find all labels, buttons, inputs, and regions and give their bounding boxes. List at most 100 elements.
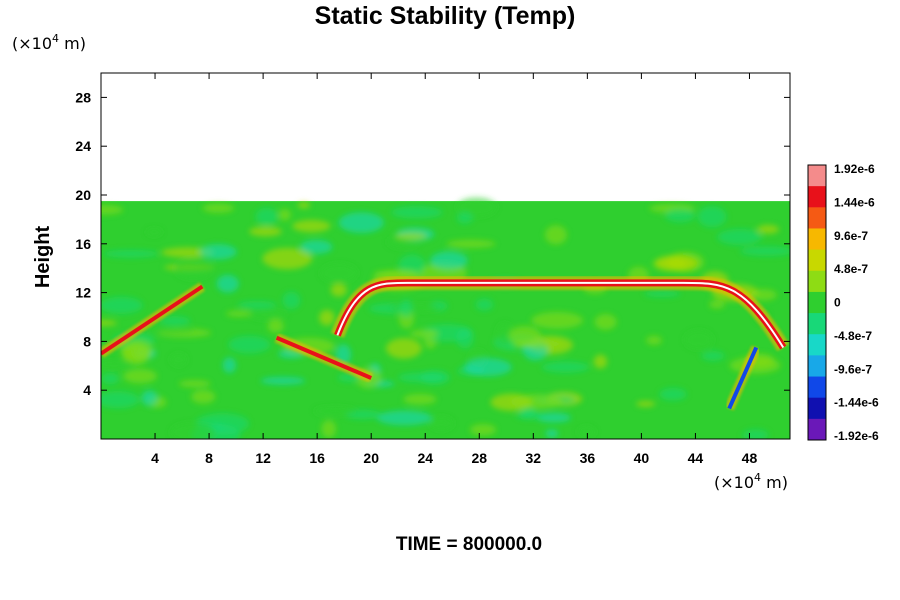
- texture-blob: [262, 247, 313, 270]
- x-tick-label: 20: [363, 450, 379, 466]
- x-tick-label: 8: [205, 450, 213, 466]
- colorbar-swatch: [808, 418, 826, 441]
- texture-blob: [330, 283, 347, 297]
- texture-blob: [282, 291, 301, 310]
- texture-blob: [398, 254, 426, 276]
- texture-blob: [469, 423, 497, 436]
- texture-blob: [216, 274, 239, 293]
- y-axis: 4 8 12 16 20 24 28: [75, 89, 790, 398]
- texture-blob: [429, 416, 454, 431]
- texture-blob: [319, 309, 335, 326]
- colorbar-swatch: [808, 207, 826, 229]
- texture-blob: [178, 379, 211, 388]
- x-tick-label: 40: [634, 450, 650, 466]
- colorbar-label: -1.92e-6: [834, 429, 879, 443]
- y-unit-suffix: m): [59, 34, 86, 53]
- texture-blob: [102, 249, 159, 258]
- x-tick-label: 32: [526, 450, 542, 466]
- texture-blob: [541, 361, 589, 373]
- colorbar-label: 4.8e-7: [834, 262, 868, 276]
- right-diagonal: [724, 345, 761, 411]
- y-tick-label: 8: [83, 333, 91, 349]
- texture-blob: [267, 319, 284, 333]
- colorbar-label: 9.6e-7: [834, 229, 868, 243]
- colorbar-label: 1.44e-6: [834, 195, 875, 209]
- y-tick-label: 12: [75, 285, 91, 301]
- x-tick-label: 4: [151, 450, 159, 466]
- x-tick-label: 48: [742, 450, 758, 466]
- texture-blob: [519, 406, 536, 418]
- texture-blob: [260, 376, 306, 385]
- texture-blob: [594, 313, 617, 330]
- texture-blob: [697, 206, 727, 228]
- x-unit-label: (×104 m): [714, 471, 788, 492]
- texture-blob: [684, 330, 714, 350]
- y-unit-label: (×104 m): [12, 32, 86, 53]
- time-label: TIME = 800000.0: [396, 534, 542, 555]
- texture-blob: [545, 429, 559, 439]
- colorbar-label: 0: [834, 296, 841, 310]
- low-left-streak: [274, 333, 374, 383]
- texture-blob: [101, 296, 143, 314]
- texture-blob: [199, 244, 237, 260]
- texture-blob: [421, 324, 473, 342]
- plot-area: [101, 73, 790, 439]
- texture-blob: [456, 197, 497, 217]
- texture-blob: [655, 255, 698, 271]
- texture-blob: [475, 298, 494, 311]
- texture-blob: [717, 228, 763, 246]
- texture-blob: [544, 225, 568, 245]
- plot-frame: [100, 72, 791, 440]
- texture-blob: [373, 270, 420, 278]
- texture-blob: [430, 251, 468, 270]
- y-axis-label: Height: [32, 226, 54, 289]
- x-tick-label: 28: [471, 450, 487, 466]
- colorbar-swatch: [808, 228, 826, 251]
- texture-blob: [249, 310, 287, 320]
- chart-title: Static Stability (Temp): [315, 2, 576, 30]
- left-diagonal: [101, 282, 206, 358]
- y-unit-base: (×10: [12, 34, 52, 53]
- texture-blob: [174, 257, 213, 280]
- colorbar-label: -1.44e-6: [834, 396, 879, 410]
- texture-blob: [750, 289, 777, 301]
- colorbar-swatch: [808, 186, 826, 208]
- texture-blob: [228, 335, 271, 354]
- texture-blob: [376, 410, 432, 426]
- texture-blob: [531, 311, 584, 329]
- texture-blob: [141, 390, 158, 406]
- texture-blob: [101, 360, 134, 368]
- colorbar-swatch: [808, 249, 826, 272]
- texture-blob: [593, 354, 608, 369]
- texture-blob: [757, 224, 780, 234]
- colorbar-swatch: [808, 334, 826, 356]
- texture-blob: [278, 208, 291, 221]
- texture-blob: [395, 232, 427, 240]
- x-unit-exp: 4: [754, 471, 761, 484]
- texture-blob: [385, 338, 422, 359]
- texture-blob: [170, 353, 187, 366]
- x-axis: 4 8 12 16 20 24 28 32 36 40 44 48: [151, 73, 757, 466]
- field-features: [101, 202, 790, 411]
- low-left-streak-core: [275, 335, 372, 380]
- texture-blob: [170, 422, 216, 439]
- texture-blob: [644, 290, 681, 298]
- texture-blob: [314, 406, 357, 416]
- texture-blob: [510, 394, 563, 409]
- texture-blob: [446, 239, 496, 248]
- left-diagonal-core: [101, 284, 204, 356]
- colorbar-frame: [807, 164, 827, 441]
- texture-blob: [403, 393, 437, 405]
- x-tick-label: 44: [688, 450, 704, 466]
- y-tick-label: 24: [75, 138, 91, 154]
- texture-blob: [398, 372, 445, 383]
- texture-blob: [237, 300, 277, 309]
- colorbar-swatch: [808, 313, 826, 335]
- texture-blob: [701, 350, 725, 361]
- texture-blob: [146, 228, 162, 236]
- texture-blob: [320, 263, 358, 283]
- texture-blob: [122, 343, 150, 366]
- texture-blob: [101, 373, 119, 385]
- right-diagonal-core: [727, 346, 759, 410]
